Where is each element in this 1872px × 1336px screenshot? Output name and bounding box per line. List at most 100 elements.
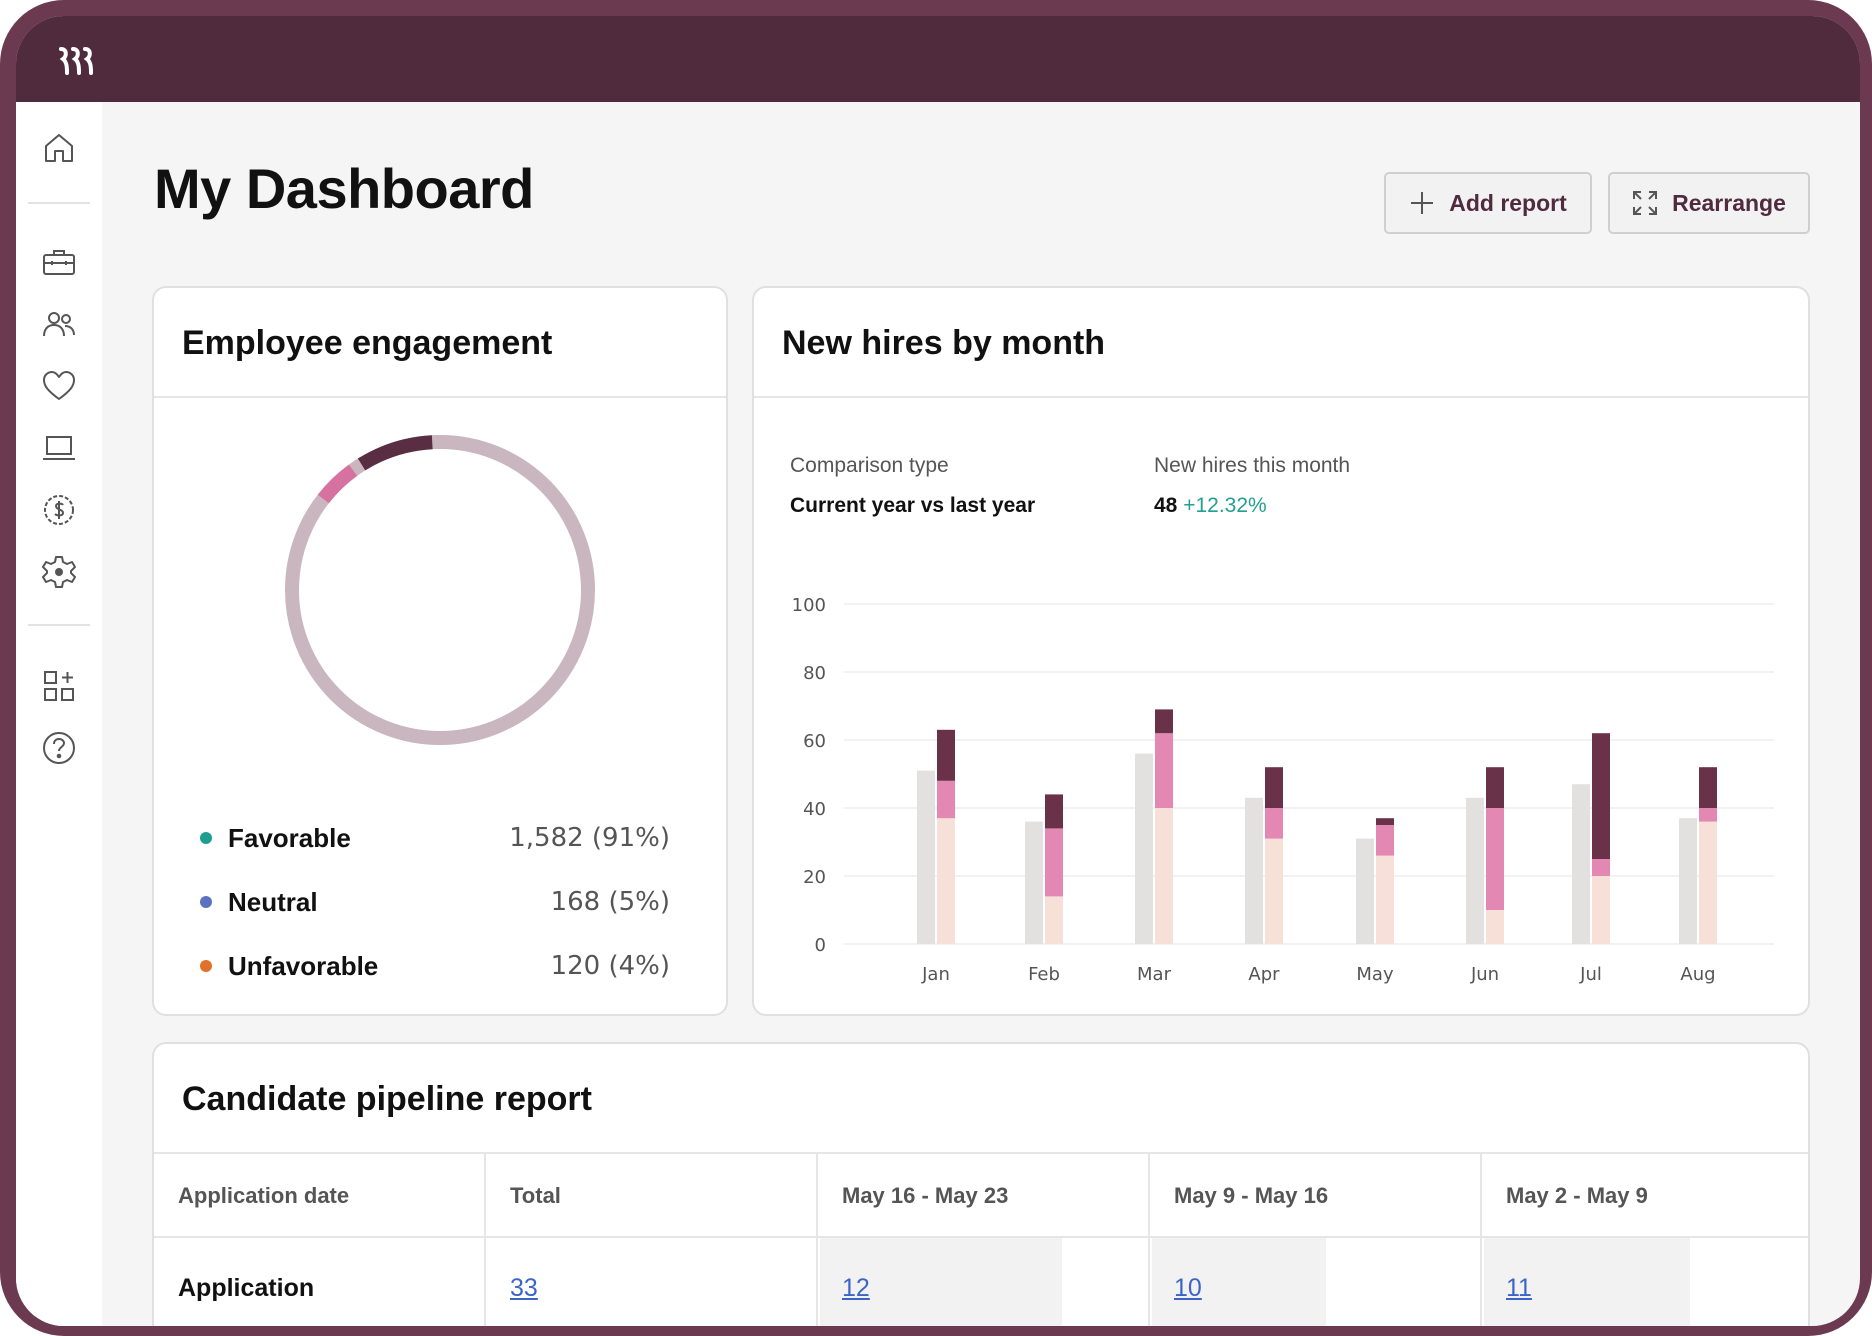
week-3-link[interactable]: 11 (1506, 1273, 1532, 1302)
dollar-icon[interactable] (41, 492, 77, 528)
home-icon[interactable] (41, 130, 77, 166)
cell-total: 33 (486, 1238, 818, 1326)
x-tick-label: May (1356, 964, 1394, 985)
cell-shade (1152, 1238, 1326, 1326)
donut-segment-neutral (317, 464, 358, 504)
cell-week-3: 11 (1482, 1238, 1808, 1326)
sidebar-divider (28, 202, 90, 204)
people-icon[interactable] (41, 306, 77, 342)
bar-segment (1486, 910, 1504, 944)
x-tick-label: Jun (1470, 964, 1499, 985)
bar-last-year (1025, 821, 1043, 944)
add-report-label: Add report (1449, 189, 1567, 216)
bar-segment (1045, 828, 1063, 897)
page-title: My Dashboard (154, 157, 534, 220)
donut-segment-unfavorable (357, 435, 433, 471)
legend-label: Favorable (228, 822, 351, 853)
donut-ring-favorable (285, 435, 595, 745)
bar-segment (937, 818, 955, 944)
laptop-icon[interactable] (41, 430, 77, 466)
new-hires-bar-chart: 0 20 40 60 80 100 Jan Feb Mar Apr May Jun Jul Aug (792, 595, 1774, 985)
legend-item-favorable: Favorable 1,582 (91%) (200, 818, 670, 858)
bar-segment (1699, 808, 1717, 822)
rearrange-label: Rearrange (1672, 189, 1786, 216)
heart-icon[interactable] (41, 368, 77, 404)
new-hires-count: 48 (1154, 494, 1178, 517)
candidate-pipeline-card: Candidate pipeline report Application da… (152, 1042, 1810, 1326)
bar-segment (1699, 767, 1717, 808)
engagement-donut (285, 435, 595, 745)
legend-item-neutral: Neutral 168 (5%) (200, 882, 670, 922)
bar-segment (1376, 818, 1394, 825)
bar-last-year (1572, 784, 1590, 944)
y-tick-label: 60 (803, 731, 826, 752)
rearrange-button[interactable]: Rearrange (1608, 172, 1810, 234)
app-screen: My Dashboard Add report Rearrange Employ… (16, 16, 1860, 1326)
bar-segment (1265, 767, 1283, 808)
column-header-week-1: May 16 - May 23 (818, 1154, 1150, 1238)
column-header-total: Total (486, 1154, 818, 1238)
x-tick-label: Jan (921, 964, 950, 985)
cell-week-1: 12 (818, 1238, 1150, 1326)
bar-segment (937, 780, 955, 819)
bar-segment (1265, 808, 1283, 839)
comparison-type-value[interactable]: Current year vs last year (790, 494, 1036, 517)
y-tick-label: 80 (803, 663, 826, 684)
pipeline-table-header: Application date Total May 16 - May 23 M… (154, 1152, 1808, 1238)
total-link[interactable]: 33 (510, 1273, 538, 1302)
top-bar (16, 16, 1860, 102)
add-report-button[interactable]: Add report (1384, 172, 1592, 234)
new-hires-card: New hires by month Comparison type Curre… (752, 286, 1810, 1016)
apps-add-icon[interactable] (41, 668, 77, 704)
y-tick-label: 20 (803, 867, 826, 888)
comparison-type-label: Comparison type (790, 454, 949, 477)
bar-segment (1592, 733, 1610, 859)
bar-segment (1592, 876, 1610, 944)
new-hires-month-label: New hires this month (1154, 454, 1351, 477)
new-hires-month-value: 48 +12.32% (1154, 494, 1267, 518)
bar-segment (1376, 825, 1394, 856)
sidebar (16, 102, 102, 1326)
y-tick-label: 40 (803, 799, 826, 820)
rippling-logo[interactable] (58, 46, 96, 76)
legend-dot (200, 832, 212, 844)
card-divider (754, 396, 1808, 398)
legend-item-unfavorable: Unfavorable 120 (4%) (200, 946, 670, 986)
week-1-link[interactable]: 12 (842, 1273, 870, 1302)
bar-last-year (1245, 797, 1263, 944)
help-icon[interactable] (41, 730, 77, 766)
x-tick-label: Aug (1680, 964, 1715, 985)
bar-last-year (917, 770, 935, 944)
bar-segment (1155, 709, 1173, 734)
briefcase-icon[interactable] (41, 244, 77, 280)
x-tick-label: Apr (1248, 964, 1280, 985)
legend-dot (200, 960, 212, 972)
legend-dot (200, 896, 212, 908)
sidebar-divider (28, 624, 90, 626)
bar-segment (1045, 896, 1063, 944)
column-header-week-2: May 9 - May 16 (1150, 1154, 1482, 1238)
x-tick-label: Mar (1137, 964, 1172, 985)
expand-icon (1633, 191, 1658, 215)
column-header-application-date: Application date (154, 1154, 486, 1238)
x-tick-label: Feb (1028, 964, 1060, 985)
legend-label: Unfavorable (228, 950, 379, 981)
cell-shade (820, 1238, 1062, 1326)
cell-week-2: 10 (1150, 1238, 1482, 1326)
bar-segment (1592, 859, 1610, 876)
bar-segment (1699, 821, 1717, 944)
week-2-link[interactable]: 10 (1174, 1273, 1202, 1302)
legend-value: 168 (5%) (550, 887, 670, 917)
engagement-title: Employee engagement (182, 324, 553, 362)
bar-segment (1486, 808, 1504, 910)
bar-last-year (1356, 838, 1374, 944)
y-tick-label: 100 (792, 595, 826, 616)
gear-icon[interactable] (41, 554, 77, 590)
bar-segment (1155, 733, 1173, 808)
bar-segment (937, 729, 955, 781)
bar-segment (1155, 808, 1173, 944)
new-hires-delta: +12.32% (1183, 494, 1267, 517)
y-tick-label: 0 (815, 935, 826, 956)
legend-value: 1,582 (91%) (509, 823, 670, 853)
